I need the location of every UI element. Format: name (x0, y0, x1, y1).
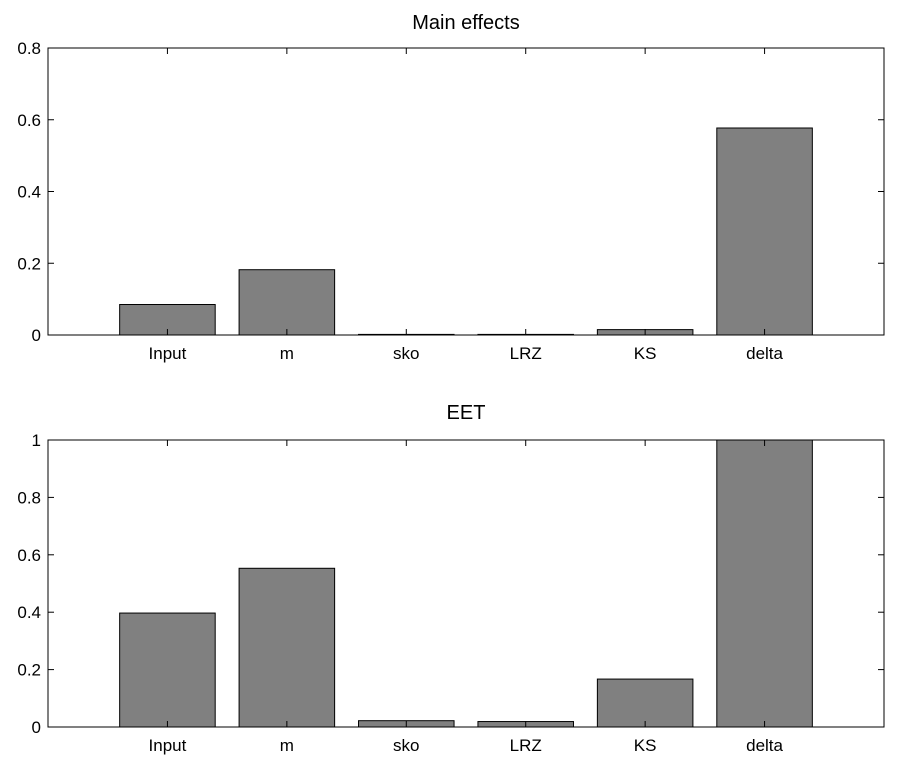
main-effects-ytick-label: 0.8 (17, 39, 41, 58)
main-effects-ytick-label: 0.2 (17, 254, 41, 273)
eet-ytick-label: 0.8 (17, 488, 41, 507)
eet-bar-delta (716, 439, 813, 728)
eet-xtick-label-input: Input (149, 736, 187, 755)
eet-ytick-label: 0.6 (17, 546, 41, 565)
main-effects-bar-delta (716, 127, 813, 336)
eet-xtick-label-ks: KS (634, 736, 657, 755)
eet-title: EET (447, 402, 486, 424)
main-effects-xtick-label-lrz: LRZ (510, 344, 542, 363)
main-effects-xtick-label-delta: delta (746, 344, 783, 363)
main-effects-bar-m (238, 269, 336, 336)
eet-bar-input (119, 612, 216, 728)
main-effects-xtick-label-m: m (280, 344, 294, 363)
eet-xtick-label-m: m (280, 736, 294, 755)
main-effects-ytick-label: 0.6 (17, 111, 41, 130)
eet-ytick-label: 1 (32, 431, 41, 450)
main-effects-xtick-label-ks: KS (634, 344, 657, 363)
eet-ytick-label: 0 (32, 718, 41, 737)
eet-bar-ks (596, 678, 694, 728)
main-effects-title: Main effects (412, 12, 519, 34)
main-effects-ytick-label: 0.4 (17, 183, 41, 202)
main-effects-ytick-label: 0 (32, 326, 41, 345)
eet-ytick-label: 0.2 (17, 661, 41, 680)
eet-bar-m (238, 567, 336, 728)
eet-xtick-label-sko: sko (393, 736, 419, 755)
main-effects-xtick-label-sko: sko (393, 344, 419, 363)
main-effects-xtick-label-input: Input (149, 344, 187, 363)
eet-xtick-label-delta: delta (746, 736, 783, 755)
eet-xtick-label-lrz: LRZ (510, 736, 542, 755)
eet-ytick-label: 0.4 (17, 603, 41, 622)
